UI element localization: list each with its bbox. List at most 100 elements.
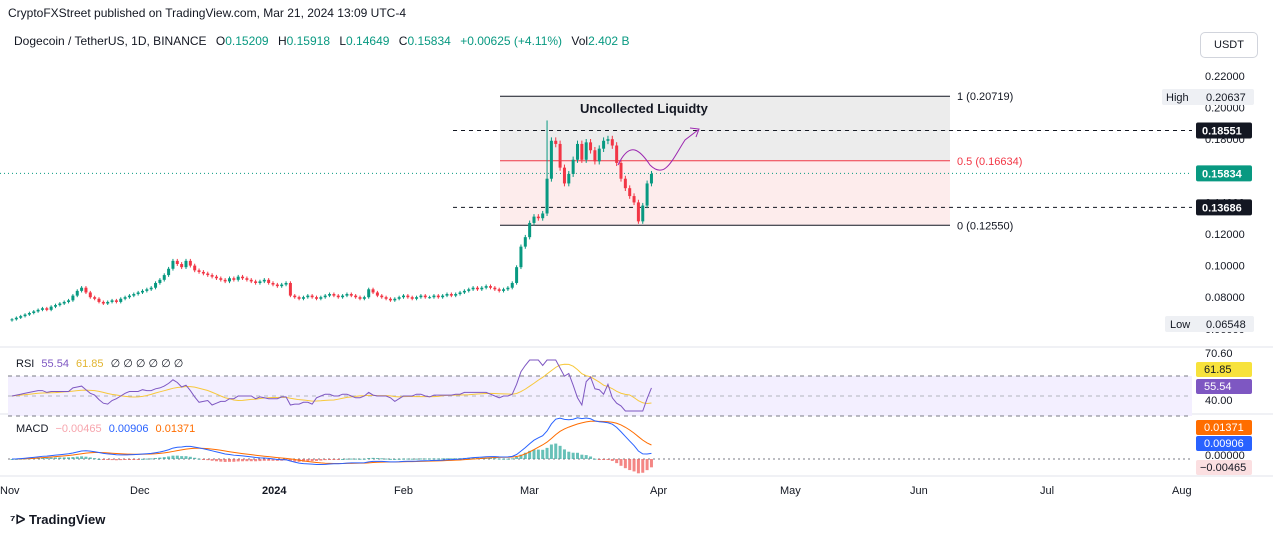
candle-body (375, 292, 379, 296)
macd-legend: MACD −0.00465 0.00906 0.01371 (16, 423, 195, 435)
macd-histogram-bar (62, 457, 66, 459)
candle-body (541, 213, 545, 219)
publisher-line: CryptoFXStreet published on TradingView.… (8, 6, 406, 20)
macd-histogram-bar (254, 459, 258, 462)
fib-label: 1 (0.20719) (957, 91, 1013, 103)
candle-body (558, 143, 562, 168)
candle-body (141, 290, 144, 293)
candle-body (210, 275, 214, 277)
high-badge-label: High (1166, 92, 1189, 104)
candle-body (328, 294, 332, 296)
high-badge-value: 0.20637 (1206, 92, 1246, 104)
candle-body (271, 282, 275, 285)
candle-body (462, 290, 466, 293)
macd-histogram-bar (223, 459, 227, 462)
macd-histogram-bar (319, 459, 323, 461)
macd-histogram-bar (345, 458, 349, 460)
macd-hist-badge (1196, 460, 1252, 475)
candle-body (219, 278, 223, 280)
macd-histogram-bar (371, 457, 375, 459)
tradingview-logo[interactable]: ⁷ᐅ TradingView (10, 512, 105, 528)
macd-histogram-bar (562, 449, 566, 459)
candle-body (232, 278, 236, 280)
candle-body (154, 282, 158, 288)
candle-body (127, 295, 131, 298)
macd-histogram-bar (602, 459, 606, 460)
fib-lower-zone (500, 160, 950, 226)
macd-histogram-bar (197, 458, 201, 460)
macd-histogram-bar (393, 458, 397, 460)
fib-label: 0 (0.12550) (957, 220, 1013, 232)
candle-body (628, 188, 632, 197)
currency-button[interactable]: USDT (1200, 32, 1258, 58)
macd-histogram-bar (632, 459, 636, 472)
candle-body (175, 260, 179, 265)
level-badge (1196, 122, 1252, 139)
candle-body (589, 142, 593, 151)
macd-histogram-bar (175, 455, 179, 459)
time-axis-tick: Apr (650, 485, 667, 497)
macd-histogram-bar (332, 459, 336, 460)
macd-histogram-bar (402, 458, 405, 460)
candle-body (106, 301, 110, 304)
price-axis-tick: 0.20000 (1205, 103, 1245, 115)
low-badge-label: Low (1170, 319, 1190, 331)
candle-body (158, 279, 162, 283)
candle-body (410, 297, 414, 299)
candle-body (497, 289, 501, 291)
macd-histogram-bar (288, 459, 292, 462)
candle-body (467, 289, 471, 291)
candle-body (136, 292, 140, 295)
symbol-name[interactable]: Dogecoin / TetherUS, 1D, BINANCE (14, 34, 207, 48)
macd-histogram-bar (536, 449, 540, 459)
candle-body (54, 305, 57, 307)
candle-body (80, 287, 84, 291)
candle-body (623, 178, 627, 189)
macd-histogram-bar (293, 459, 297, 462)
candle-body (84, 287, 88, 293)
macd-histogram-bar (554, 443, 558, 459)
candle-body (123, 297, 127, 299)
macd-histogram-bar (619, 459, 623, 466)
candle-body (336, 295, 340, 298)
candle-body (593, 150, 597, 162)
rsi-badge-label: 55.54 (1204, 381, 1232, 393)
candle-body (228, 278, 231, 282)
macd-histogram-bar (541, 449, 545, 459)
macd-histogram-bar (71, 457, 75, 459)
candle-body (162, 275, 166, 280)
candle-body (145, 289, 149, 291)
candle-body (214, 276, 218, 279)
candle-body (415, 297, 419, 299)
rsi-ma-legend-value: 61.85 (76, 358, 104, 370)
macd-histogram-bar (610, 459, 614, 461)
macd-histogram-bar (623, 459, 627, 469)
macd-histogram-bar (415, 458, 419, 460)
candle-body (188, 260, 192, 266)
time-axis-tick: Nov (0, 485, 20, 497)
candle-body (619, 162, 623, 179)
candle-body (536, 216, 540, 219)
macd-histogram-bar (323, 459, 327, 461)
tradingview-logo-icon: ⁷ᐅ (10, 512, 29, 527)
macd-histogram-bar (641, 459, 645, 473)
candle-body (62, 301, 66, 304)
candle-body (576, 143, 579, 160)
macd-histogram-bar (454, 458, 458, 460)
macd-badge (1196, 436, 1252, 451)
candle-body (549, 140, 553, 179)
rsi-line (11, 359, 652, 412)
low-label: L (339, 34, 347, 48)
macd-histogram-bar (158, 457, 162, 459)
candle-body (23, 314, 27, 317)
candle-body (206, 273, 210, 276)
macd-histogram-bar (428, 458, 432, 460)
candle-body (528, 222, 532, 238)
macd-histogram-bar (354, 458, 358, 460)
candle-body (341, 295, 345, 298)
candle-body (632, 196, 636, 203)
macd-histogram-bar (410, 458, 414, 460)
macd-histogram-bar (362, 458, 366, 460)
candle-body (580, 143, 584, 160)
